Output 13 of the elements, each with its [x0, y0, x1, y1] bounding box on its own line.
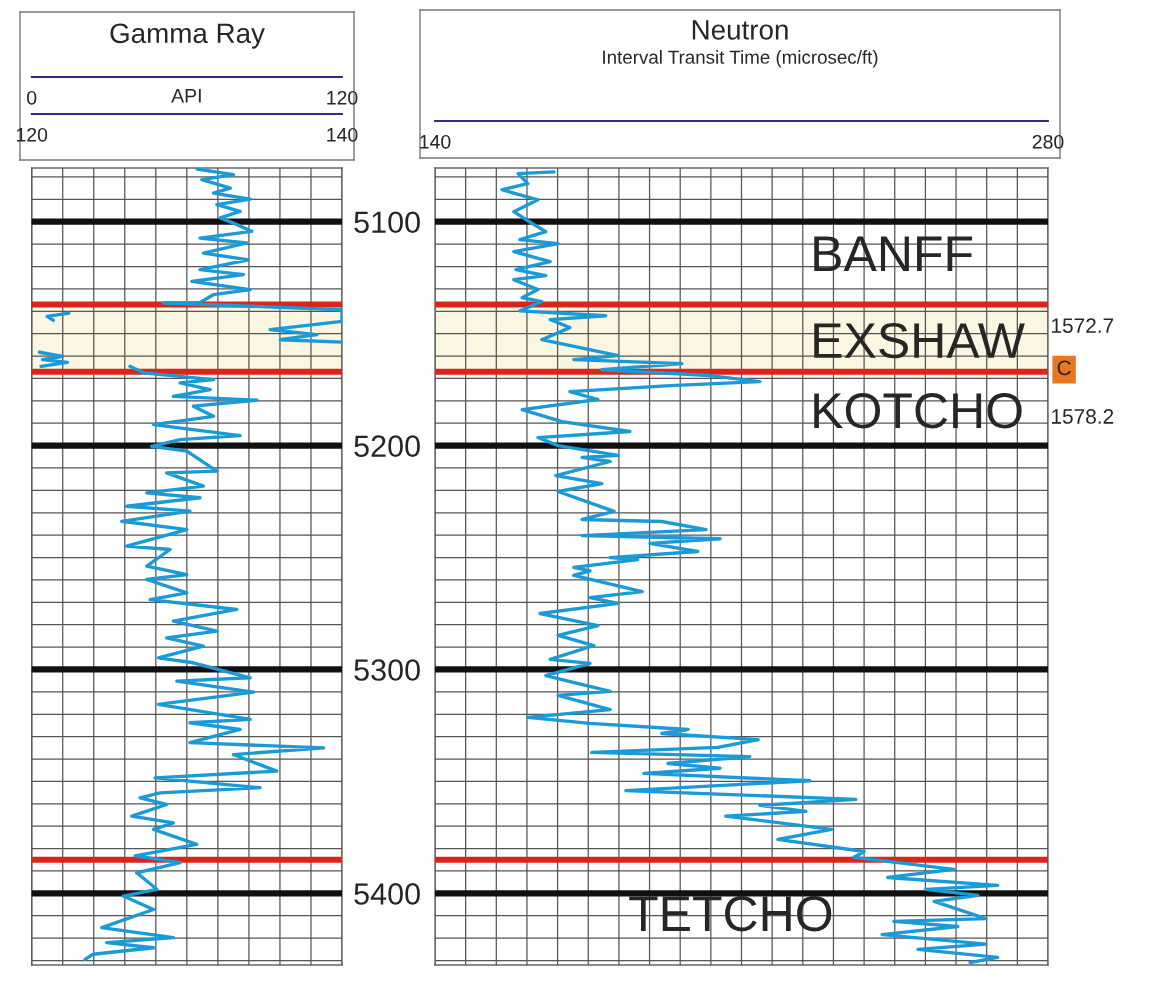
- x-tick-label: 280: [1032, 134, 1064, 149]
- text: C: [1057, 360, 1071, 376]
- text: 1572.7: [1052, 318, 1114, 333]
- y-tick-label: 5300: [354, 659, 420, 681]
- text: 1578.2: [1052, 409, 1114, 424]
- chart-title: Gamma Ray: [110, 23, 265, 49]
- y-tick-label: 5100: [354, 211, 420, 234]
- x-tick-label: 0: [27, 90, 37, 105]
- chart-title: Neutron: [692, 20, 788, 40]
- y-tick-label: 5400: [354, 883, 420, 905]
- chart-subtitle: Interval Transit Time (microsec/ft): [603, 50, 878, 68]
- y-tick-label: 5200: [354, 435, 420, 457]
- x-axis-title: API: [171, 89, 201, 103]
